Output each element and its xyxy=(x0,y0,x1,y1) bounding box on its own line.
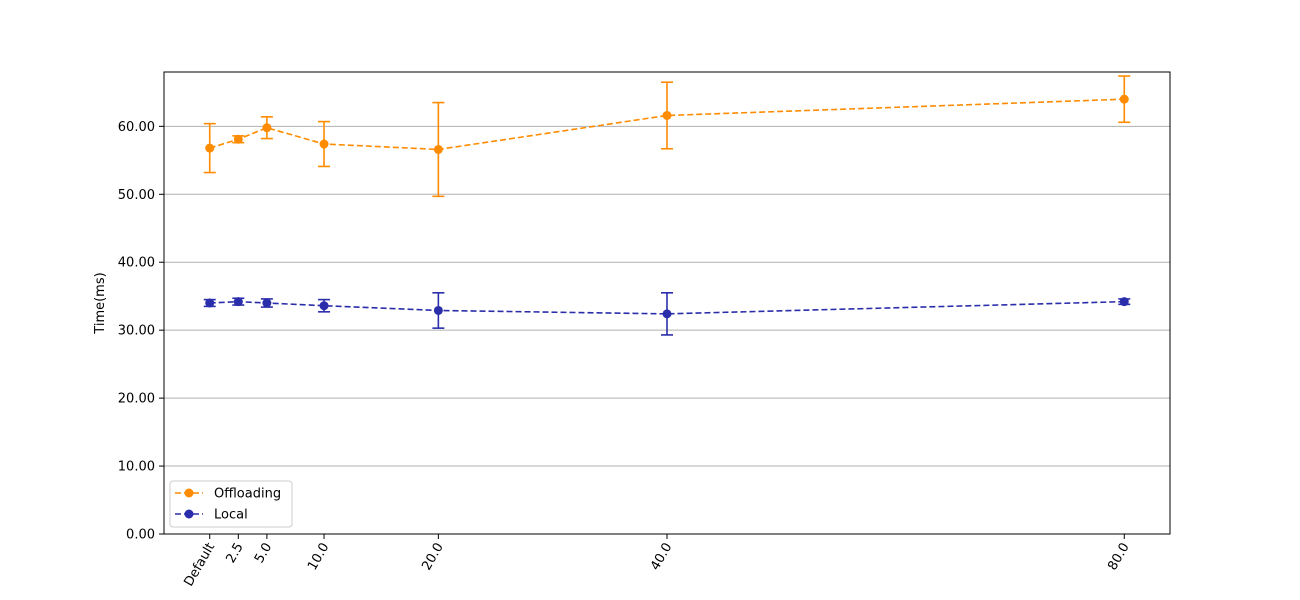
y-axis: 0.00 10.00 20.00 30.00 40.00 50.00 60.00 xyxy=(118,120,164,543)
series-layer xyxy=(203,75,1131,336)
data-point xyxy=(262,123,272,133)
x-tick-label: Default xyxy=(181,541,218,590)
data-point xyxy=(233,297,243,307)
data-point xyxy=(205,298,215,308)
y-tick-label: 0.00 xyxy=(126,528,155,543)
data-point xyxy=(1119,297,1129,307)
y-tick-label: 20.00 xyxy=(118,392,155,407)
y-tick-label: 10.00 xyxy=(118,460,155,475)
legend-box xyxy=(169,480,293,528)
data-point xyxy=(1119,94,1129,104)
series-local xyxy=(203,292,1131,336)
y-axis-title: Time(ms) xyxy=(93,272,108,334)
x-tick-label: 20.0 xyxy=(419,541,446,574)
data-point xyxy=(233,134,243,144)
data-point xyxy=(433,305,443,315)
y-tick-label: 30.00 xyxy=(118,324,155,339)
legend: Offloading Local xyxy=(169,480,293,528)
legend-label: Local xyxy=(214,508,248,523)
x-tick-label: 40.0 xyxy=(648,541,675,574)
y-tick-label: 50.00 xyxy=(118,188,155,203)
series-offloading xyxy=(203,75,1131,198)
y-tick-label: 60.00 xyxy=(118,120,155,135)
legend-swatch-marker xyxy=(184,488,194,498)
y-tick-label: 40.00 xyxy=(118,256,155,271)
x-tick-label: 80.0 xyxy=(1105,541,1132,574)
x-tick-label: 5.0 xyxy=(252,541,275,566)
legend-label: Offloading xyxy=(214,487,281,502)
data-point xyxy=(662,309,672,319)
legend-swatch-marker xyxy=(184,509,194,519)
data-point xyxy=(319,301,329,311)
data-point xyxy=(262,298,272,308)
x-tick-label: 10.0 xyxy=(305,541,332,574)
data-point xyxy=(319,139,329,149)
x-axis: Default 2.5 5.0 10.0 20.0 40.0 80.0 xyxy=(181,534,1133,590)
x-tick-label: 2.5 xyxy=(223,541,246,566)
data-point xyxy=(662,110,672,120)
data-point xyxy=(433,144,443,154)
data-point xyxy=(205,143,215,153)
